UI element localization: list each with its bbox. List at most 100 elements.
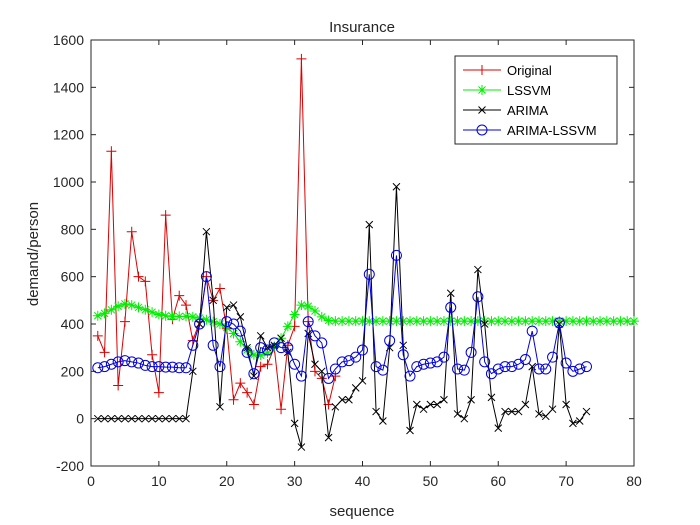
data-point-arima-lssvm	[438, 351, 450, 363]
data-point-arima-lssvm	[424, 357, 436, 369]
x-tick-label: 50	[423, 473, 439, 489]
chart-title: Insurance	[329, 19, 395, 36]
data-point-lssvm	[540, 316, 551, 327]
data-point-arima-lssvm	[194, 318, 206, 330]
data-point-arima	[440, 395, 448, 404]
data-point-arima-lssvm	[234, 325, 246, 337]
data-point-original	[235, 378, 246, 389]
x-tick-label: 20	[219, 473, 235, 489]
series-arima	[93, 182, 591, 451]
data-point-arima	[358, 376, 367, 385]
data-point-arima	[229, 301, 238, 309]
data-point-arima-lssvm	[458, 364, 470, 376]
data-point-lssvm	[629, 316, 639, 327]
data-point-arima-lssvm	[533, 363, 545, 375]
data-point-lssvm	[364, 316, 375, 327]
data-point-original	[262, 359, 273, 370]
data-point-arima-lssvm	[316, 337, 328, 349]
data-point-arima	[487, 393, 496, 402]
data-point-arima	[575, 417, 584, 425]
data-point-arima	[535, 410, 543, 418]
data-point-arima	[433, 400, 442, 409]
data-point-lssvm	[411, 316, 422, 327]
legend-entry-arima-lssvm: ARIMA-LSSVM	[463, 123, 597, 138]
data-point-lssvm	[113, 301, 124, 312]
data-point-arima-lssvm	[173, 362, 185, 374]
x-axis-title: sequence	[329, 503, 394, 520]
data-point-arima	[182, 414, 190, 423]
data-point-arima	[351, 384, 360, 392]
data-point-arima	[100, 414, 109, 423]
data-point-lssvm	[601, 316, 612, 327]
y-tick-label: 1600	[53, 32, 84, 48]
data-point-arima	[399, 341, 408, 350]
data-point-arima-lssvm	[363, 268, 375, 280]
y-tick-label: 800	[61, 221, 85, 237]
data-point-lssvm	[147, 307, 158, 318]
data-point-arima	[453, 410, 462, 418]
data-point-lssvm	[581, 316, 592, 327]
x-tick-label: 80	[626, 473, 642, 489]
data-point-arima-lssvm	[126, 356, 138, 368]
data-point-lssvm	[608, 316, 619, 327]
y-tick-label: 400	[61, 316, 85, 332]
data-point-lssvm	[228, 328, 239, 339]
data-point-arima	[311, 360, 319, 369]
data-point-lssvm	[445, 316, 456, 327]
data-point-lssvm	[242, 345, 253, 356]
data-point-lssvm	[520, 316, 531, 327]
data-point-arima-lssvm	[329, 363, 341, 375]
data-point-arima	[93, 414, 102, 423]
data-point-lssvm	[533, 316, 544, 327]
data-point-arima-lssvm	[445, 301, 457, 313]
legend: Original LSSVM ARIMA ARIMA-LSSVM	[454, 55, 618, 145]
legend-label-original: Original	[507, 63, 552, 78]
data-point-arima	[236, 313, 245, 321]
data-point-arima	[202, 227, 211, 236]
x-tick-label: 0	[87, 473, 95, 489]
data-point-arima-lssvm	[567, 365, 579, 377]
data-point-arima-lssvm	[574, 363, 586, 375]
data-point-arima-lssvm	[499, 361, 511, 373]
data-point-arima-lssvm	[241, 346, 253, 358]
data-point-arima-lssvm	[187, 339, 199, 351]
data-point-arima	[412, 400, 421, 409]
data-point-lssvm	[472, 316, 483, 327]
data-point-original	[248, 399, 259, 410]
data-point-arima	[256, 331, 265, 340]
data-point-arima-lssvm	[248, 368, 260, 380]
data-point-lssvm	[99, 308, 110, 319]
data-point-lssvm	[337, 316, 348, 327]
data-point-arima-lssvm	[99, 361, 111, 373]
data-point-original	[296, 53, 307, 64]
data-point-arima	[480, 320, 489, 328]
data-point-arima-lssvm	[146, 361, 158, 373]
data-point-arima	[548, 405, 557, 414]
data-point-original	[106, 146, 117, 157]
data-point-arima-lssvm	[323, 372, 335, 384]
data-point-arima-lssvm	[255, 342, 267, 354]
data-point-lssvm	[133, 302, 144, 313]
data-point-arima	[379, 417, 387, 425]
data-point-arima-lssvm	[295, 370, 307, 382]
data-point-arima-lssvm	[560, 357, 572, 369]
data-point-arima	[222, 303, 231, 312]
data-point-arima-lssvm	[370, 361, 382, 373]
legend-entry-original: Original	[463, 63, 552, 78]
data-point-arima-lssvm	[390, 249, 402, 261]
data-point-lssvm	[486, 316, 497, 327]
data-point-lssvm	[221, 322, 232, 333]
data-point-original	[174, 290, 185, 301]
data-point-arima-lssvm	[465, 346, 477, 358]
data-point-lssvm	[622, 316, 633, 327]
legend-marker-arima	[478, 106, 486, 114]
data-point-arima-lssvm	[411, 361, 423, 373]
data-point-lssvm	[214, 319, 225, 329]
data-point-arima	[175, 414, 184, 423]
data-point-lssvm	[248, 349, 259, 360]
legend-entry-arima: ARIMA	[463, 103, 549, 118]
data-point-arima-lssvm	[350, 351, 362, 363]
data-point-lssvm	[160, 310, 171, 321]
data-point-lssvm	[459, 316, 470, 327]
data-point-original	[276, 404, 287, 415]
